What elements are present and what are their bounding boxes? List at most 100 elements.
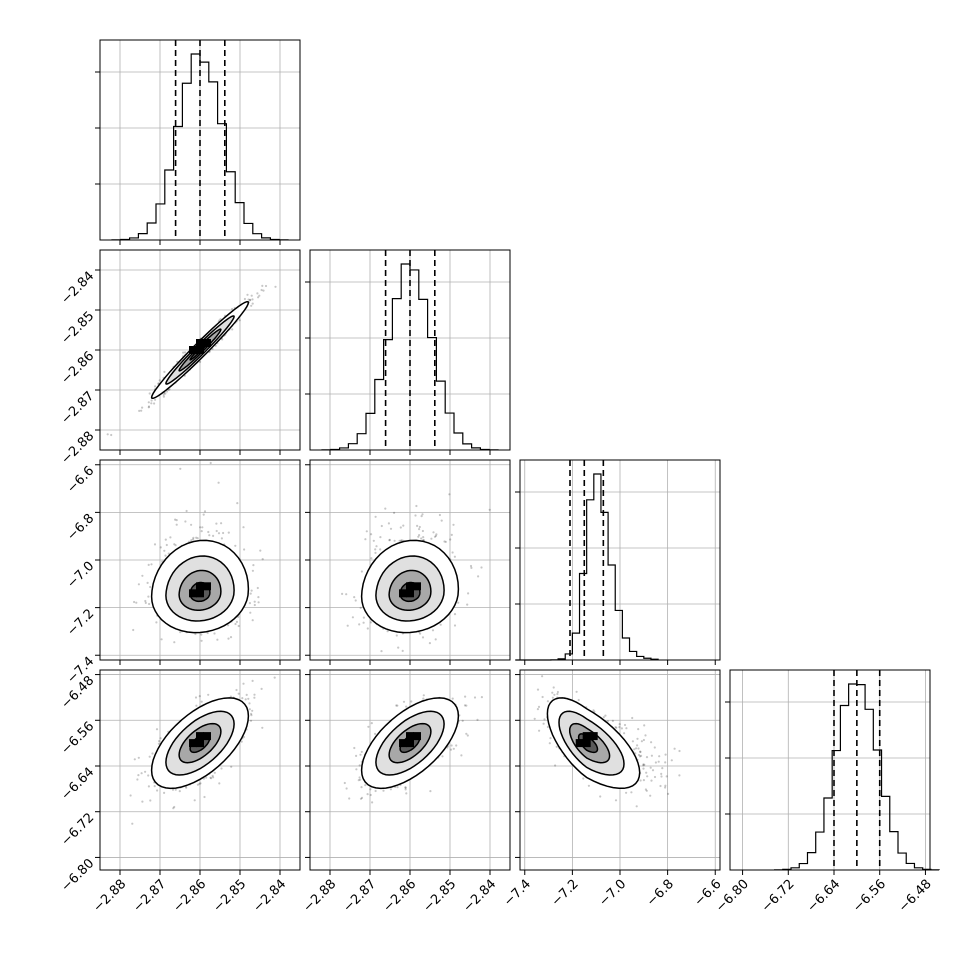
scatter-point (249, 719, 253, 722)
scatter-point (460, 754, 463, 757)
scatter-point (155, 728, 159, 731)
y-tick-label: −2.85 (59, 309, 98, 348)
scatter-point (173, 543, 176, 546)
scatter-point (640, 740, 644, 743)
scatter-point (141, 574, 144, 577)
scatter-point (402, 700, 406, 703)
scatter-point (147, 406, 150, 409)
scatter-point (630, 791, 633, 794)
scatter-point (606, 720, 610, 723)
scatter-point (658, 755, 661, 758)
scatter-point (249, 299, 252, 302)
scatter-point (404, 786, 407, 789)
scatter-point (405, 705, 408, 708)
scatter-point (395, 634, 398, 637)
scatter-point (552, 686, 555, 689)
scatter-point (261, 284, 264, 287)
scatter-point (645, 789, 648, 792)
scatter-point (203, 795, 206, 799)
scatter-point (488, 508, 491, 511)
scatter-point (236, 502, 239, 505)
scatter-point (441, 755, 444, 758)
scatter-point (150, 402, 153, 405)
scatter-point (461, 719, 464, 722)
x-tick-label: −2.84 (251, 877, 290, 916)
scatter-point (422, 536, 425, 539)
scatter-point (393, 539, 396, 542)
panel-1-0 (95, 249, 301, 455)
scatter-point (664, 753, 667, 756)
scatter-point (157, 742, 160, 745)
scatter-point (343, 781, 346, 785)
panel-3-1 (305, 669, 511, 875)
scatter-point (251, 709, 254, 712)
y-tick-label: −2.86 (59, 349, 98, 388)
scatter-point (546, 725, 550, 729)
scatter-point (642, 738, 646, 742)
scatter-point (422, 694, 425, 697)
scatter-point (231, 328, 234, 331)
scatter-point (457, 601, 460, 604)
scatter-point (260, 288, 263, 292)
density-peak-cell (196, 739, 204, 748)
x-tick-label: −6.48 (896, 877, 935, 916)
scatter-point (360, 570, 363, 573)
scatter-point (637, 753, 641, 757)
scatter-point (650, 754, 654, 757)
scatter-point (242, 526, 245, 529)
scatter-point (164, 392, 167, 395)
scatter-point (400, 539, 404, 542)
scatter-point (651, 769, 655, 772)
scatter-point (399, 526, 402, 529)
y-tick-label: −6.6 (64, 463, 97, 496)
scatter-point (227, 531, 230, 534)
scatter-point (639, 750, 642, 753)
scatter-point (443, 540, 446, 543)
scatter-point (439, 623, 442, 626)
scatter-point (543, 718, 546, 721)
scatter-point (602, 716, 605, 719)
scatter-point (418, 528, 421, 531)
scatter-point (379, 536, 382, 539)
scatter-point (358, 764, 361, 767)
scatter-point (556, 690, 560, 694)
scatter-point (452, 747, 455, 750)
scatter-point (396, 704, 399, 707)
scatter-point (106, 433, 109, 436)
scatter-point (190, 523, 193, 526)
scatter-point (623, 723, 627, 727)
y-tick-label: −2.87 (59, 389, 98, 428)
scatter-point (661, 767, 664, 770)
x-tick-label: −6.56 (850, 877, 889, 916)
scatter-point (620, 727, 624, 730)
scatter-point (348, 797, 351, 800)
scatter-point (235, 620, 238, 624)
scatter-point (154, 385, 157, 388)
scatter-point (169, 536, 172, 539)
y-tick-label: −2.88 (59, 429, 98, 468)
x-tick-label: −6.8 (644, 877, 677, 910)
panel-2-0 (95, 459, 301, 665)
scatter-point (642, 779, 646, 782)
scatter-point (221, 338, 224, 341)
scatter-point (556, 692, 559, 696)
scatter-point (148, 755, 151, 758)
scatter-point (151, 752, 154, 755)
scatter-point (261, 726, 264, 729)
scatter-point (659, 784, 662, 788)
y-tick-label: −7.0 (64, 559, 97, 592)
scatter-point (150, 399, 153, 402)
scatter-point (207, 530, 210, 534)
x-tick-label: −7.0 (596, 877, 629, 910)
scatter-point (141, 406, 144, 409)
scatter-point (638, 755, 642, 758)
scatter-point (637, 728, 640, 731)
scatter-point (249, 298, 252, 301)
scatter-point (274, 285, 277, 288)
panel-2-1 (305, 459, 511, 665)
scatter-point (398, 539, 401, 542)
scatter-point (642, 763, 645, 766)
x-tick-label: −2.85 (421, 877, 460, 916)
scatter-point (384, 507, 387, 510)
